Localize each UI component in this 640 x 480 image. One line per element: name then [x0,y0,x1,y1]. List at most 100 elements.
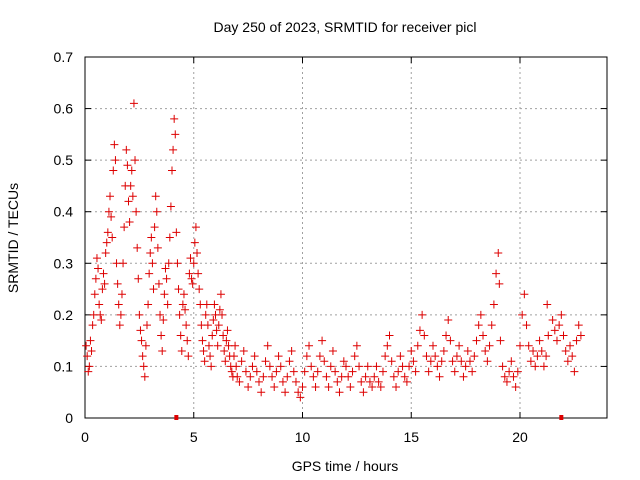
data-point [195,285,204,294]
data-point [318,336,327,345]
data-point [140,372,149,381]
data-point [409,357,418,366]
data-point [539,362,548,371]
data-point [261,357,270,366]
data-point [505,367,514,376]
data-point [125,218,134,227]
data-point [90,290,99,299]
data-point [126,181,135,190]
data-point [96,310,105,319]
data-point [355,362,364,371]
data-point [346,383,355,392]
data-point [544,331,553,340]
data-point [172,228,181,237]
data-point [363,362,372,371]
data-point [86,336,95,345]
data-point [123,161,132,170]
data-point [147,233,156,242]
data-point [127,166,136,175]
data-point [450,367,459,376]
data-point [191,223,200,232]
data-point [259,372,268,381]
data-point [518,310,527,319]
data-point [446,336,455,345]
x-tick-label: 0 [81,429,89,445]
data-point [199,346,208,355]
data-point [376,383,385,392]
data-point [136,326,145,335]
data-point [313,367,322,376]
data-point [381,352,390,361]
x-tick-label: 20 [512,429,528,445]
data-point [294,388,303,397]
data-point [300,367,309,376]
data-point [94,264,103,273]
data-point [495,279,504,288]
data-point [88,321,97,330]
data-point [305,341,314,350]
data-point [163,300,172,309]
data-point [485,341,494,350]
data-point [378,367,387,376]
data-point [203,321,212,330]
data-point [348,367,357,376]
data-point [107,212,116,221]
y-tick-label: 0.4 [54,204,74,220]
data-point [520,290,529,299]
data-point [531,362,540,371]
data-point [563,357,572,366]
data-point [429,341,437,350]
data-point [487,321,496,330]
data-point [302,352,311,361]
data-point [344,372,353,381]
data-point [198,336,207,345]
data-point [489,300,498,309]
y-tick-label: 0.2 [54,307,74,323]
data-point [574,321,583,330]
data-point [142,321,151,330]
data-point [139,362,148,371]
data-point [241,367,250,376]
data-point [175,310,184,319]
data-point [439,346,448,355]
data-point [263,341,272,350]
data-point [176,331,185,340]
data-point [153,243,162,252]
data-point [120,223,129,232]
data-point [543,300,552,309]
data-point [131,156,140,165]
data-point [283,372,292,381]
data-point [248,362,257,371]
data-point [402,377,411,386]
data-point [154,279,163,288]
data-point [339,357,348,366]
data-point [239,346,248,355]
axis-marker [559,415,564,420]
data-point [270,383,279,392]
data-point [246,372,255,381]
data-point [97,316,106,325]
data-point [350,352,359,361]
data-point [444,316,453,325]
data-point [524,341,533,350]
data-point [82,341,91,350]
data-point [83,352,92,361]
data-point [231,341,240,350]
data-point [535,336,544,345]
data-point [160,290,169,299]
data-point [561,346,570,355]
data-point [181,305,190,314]
data-point [104,207,113,216]
data-point [111,156,120,165]
data-point [145,269,154,278]
data-point [204,341,213,350]
data-point [186,254,195,263]
data-point [188,279,197,288]
data-point [507,357,516,366]
data-point [335,388,344,397]
axis-markers [174,415,564,420]
chart-title: Day 250 of 2023, SRMTID for receiver pic… [214,19,477,35]
data-point [413,341,422,350]
data-point [110,140,119,149]
data-point [394,367,403,376]
